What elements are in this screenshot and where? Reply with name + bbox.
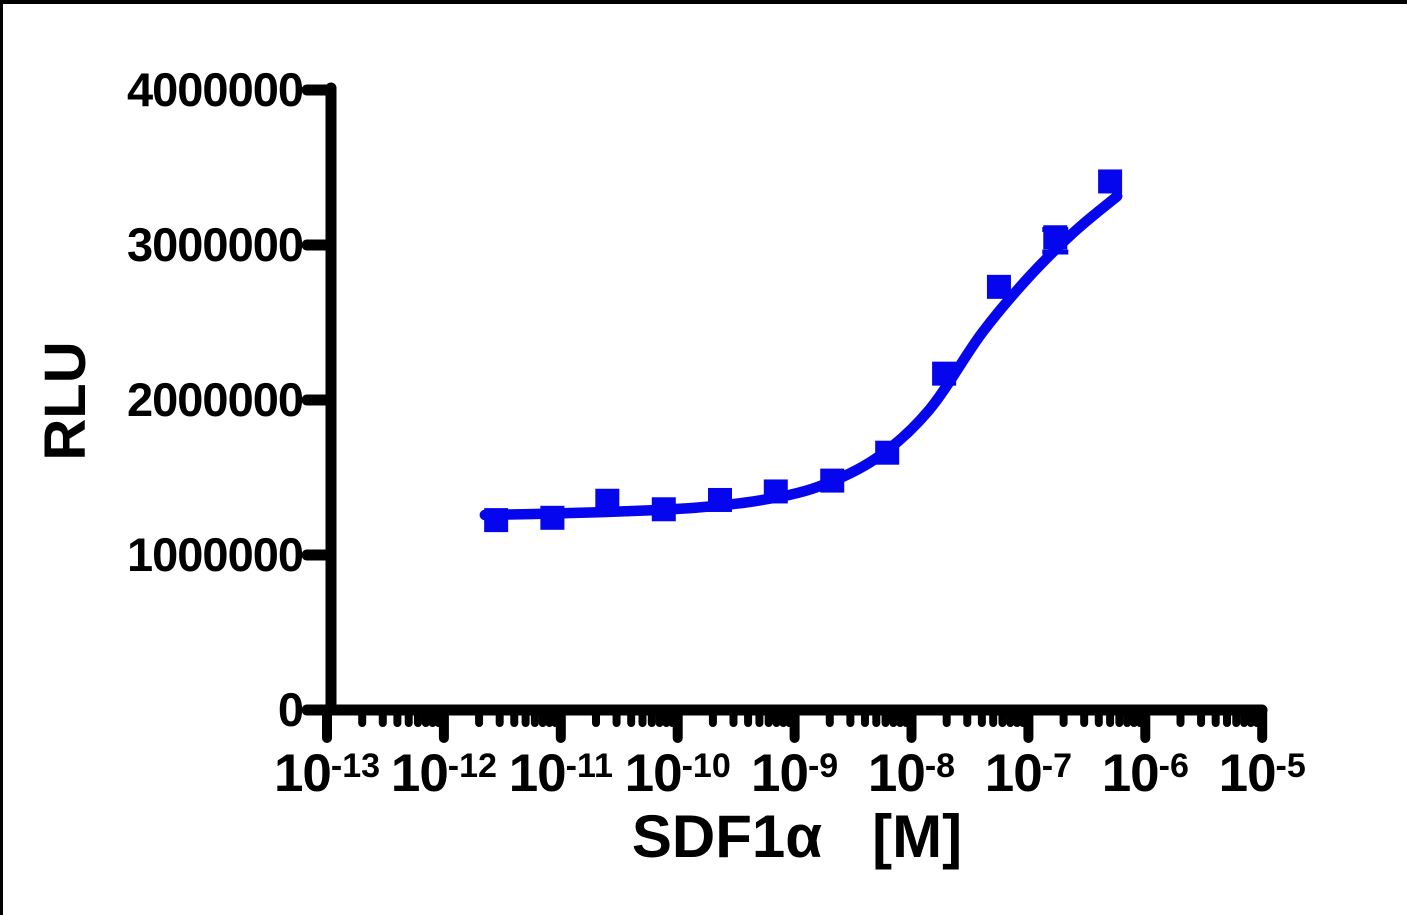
x-tick-exponent: -7 (1041, 747, 1072, 785)
y-axis-title: RLU (33, 341, 98, 461)
x-tick-label: 10-8 (822, 740, 1002, 800)
data-point-marker (986, 274, 1011, 299)
y-tick-label: 2000000 (127, 373, 304, 426)
y-tick-label: 1000000 (127, 528, 304, 581)
x-tick-label: 10-7 (938, 740, 1118, 800)
x-tick-exponent: -5 (1275, 747, 1306, 785)
x-tick-exponent: -10 (681, 747, 731, 785)
x-tick-base: 10 (751, 744, 809, 803)
fit-curve (479, 190, 1123, 521)
data-point-marker (820, 468, 845, 493)
data-point-marker (763, 479, 788, 504)
data-point-marker (484, 508, 509, 533)
x-tick-label: 10-9 (705, 740, 885, 800)
data-point-marker (708, 487, 733, 512)
data-point-marker (1098, 169, 1123, 194)
data-point-marker (1043, 225, 1068, 250)
x-tick-base: 10 (867, 744, 926, 803)
x-axis-title: SDF1α [M] (631, 803, 963, 870)
y-tick-label: 0 (277, 683, 304, 736)
y-tick-label: 3000000 (127, 218, 304, 271)
x-tick-exponent: -6 (1158, 747, 1189, 785)
data-point-marker (595, 488, 620, 513)
data-point-marker (875, 440, 900, 465)
x-tick-label: 10-12 (354, 740, 534, 800)
x-tick-exponent: -11 (565, 747, 613, 785)
y-tick-label: 4000000 (127, 63, 304, 116)
x-tick-base: 10 (624, 744, 683, 803)
x-tick-base: 10 (1218, 744, 1277, 803)
x-tick-base: 10 (508, 744, 567, 803)
x-tick-exponent: -8 (924, 747, 956, 785)
x-tick-label: 10-11 (471, 740, 651, 800)
x-tick-label: 10-6 (1055, 740, 1235, 800)
data-point-marker (932, 361, 957, 386)
x-tick-label: 10-10 (588, 740, 768, 800)
x-tick-base: 10 (273, 744, 332, 803)
x-tick-exponent: -12 (447, 747, 497, 785)
x-tick-exponent: -9 (807, 747, 839, 785)
data-point-marker (651, 497, 676, 522)
x-tick-base: 10 (984, 744, 1043, 803)
x-tick-label: 10-13 (237, 740, 417, 800)
x-tick-base: 10 (1101, 744, 1160, 803)
x-tick-exponent: -13 (330, 747, 381, 785)
x-tick-base: 10 (390, 744, 449, 803)
data-point-marker (540, 505, 565, 530)
x-tick-label: 10-5 (1172, 740, 1352, 800)
